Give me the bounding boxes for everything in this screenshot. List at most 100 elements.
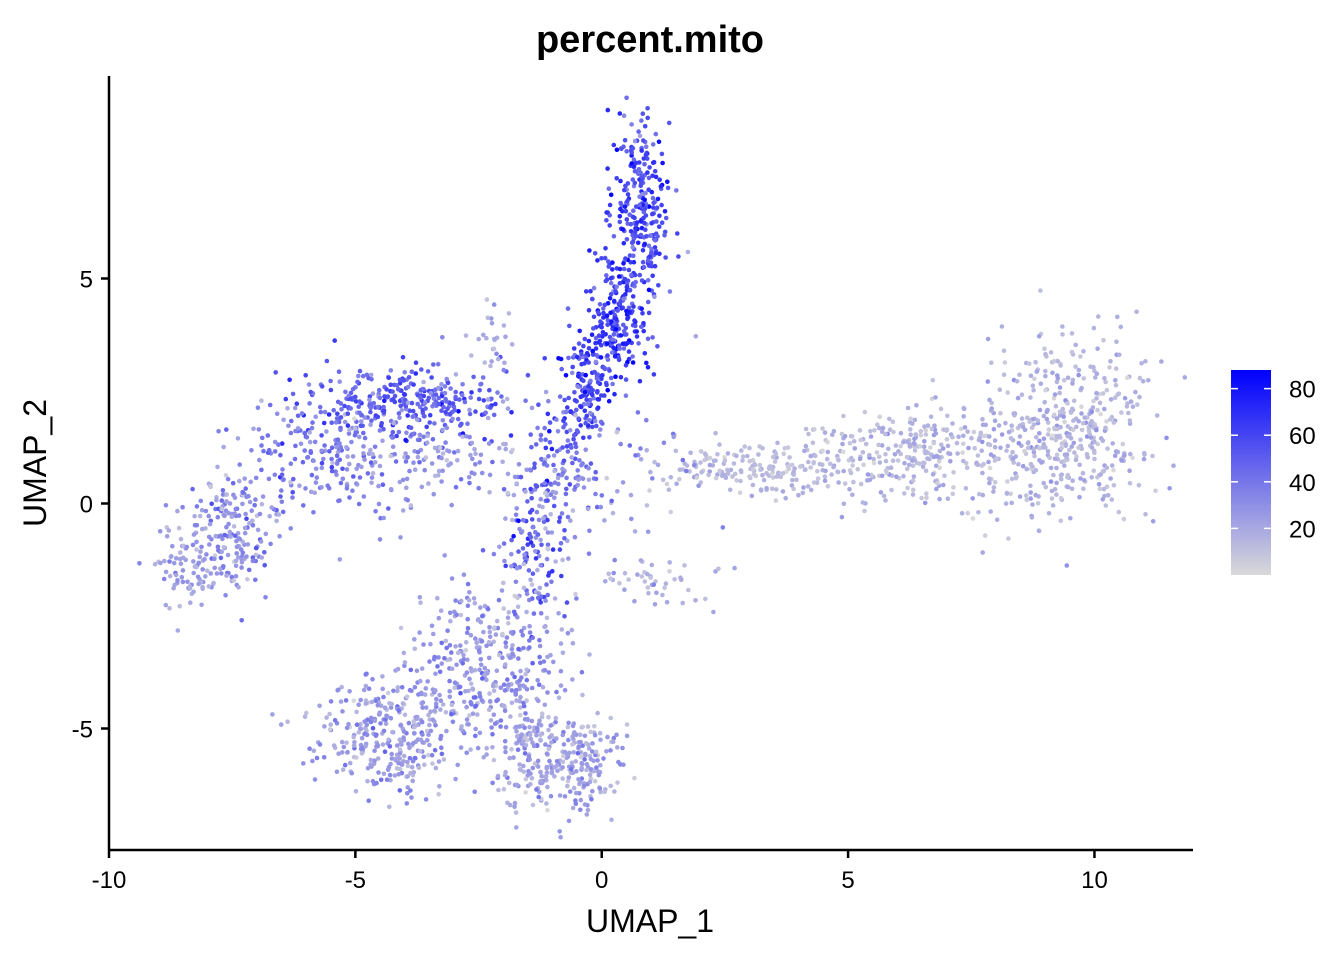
- scatter-point: [531, 611, 537, 616]
- scatter-point: [470, 711, 476, 716]
- scatter-point: [1130, 404, 1136, 410]
- scatter-point: [208, 484, 213, 489]
- scatter-point: [318, 409, 324, 415]
- scatter-point: [527, 732, 533, 738]
- scatter-point: [529, 776, 535, 781]
- scatter-point: [543, 773, 549, 779]
- scatter-point: [605, 322, 610, 328]
- scatter-point: [510, 447, 515, 453]
- scatter-point: [601, 315, 606, 320]
- scatter-point: [980, 439, 985, 445]
- scatter-point: [536, 682, 542, 687]
- scatter-point: [642, 220, 647, 226]
- scatter-point: [433, 688, 438, 693]
- scatter-point: [543, 389, 549, 395]
- scatter-point: [380, 686, 386, 692]
- scatter-point: [337, 557, 343, 562]
- scatter-point: [876, 454, 882, 460]
- scatter-point: [737, 490, 743, 496]
- scatter-point: [1043, 484, 1049, 490]
- scatter-point: [206, 513, 211, 519]
- scatter-point: [976, 510, 981, 515]
- scatter-point: [537, 718, 542, 723]
- scatter-point: [288, 461, 294, 467]
- scatter-point: [569, 370, 575, 376]
- scatter-point: [831, 428, 837, 434]
- scatter-point: [895, 458, 901, 463]
- scatter-point: [587, 397, 593, 403]
- scatter-point: [498, 685, 504, 690]
- scatter-point: [1026, 440, 1031, 445]
- scatter-point: [902, 460, 907, 466]
- scatter-point: [624, 149, 629, 154]
- scatter-point: [879, 473, 885, 479]
- scatter-point: [313, 414, 319, 420]
- scatter-point: [646, 310, 652, 316]
- scatter-point: [453, 372, 459, 377]
- scatter-point: [514, 565, 520, 571]
- scatter-point: [635, 410, 641, 415]
- scatter-point: [219, 506, 224, 512]
- scatter-point: [278, 494, 283, 499]
- scatter-point: [453, 389, 459, 395]
- scatter-point: [601, 306, 606, 311]
- scatter-point: [1050, 370, 1055, 376]
- scatter-point: [1070, 377, 1076, 383]
- scatter-point: [623, 393, 629, 399]
- scatter-point: [536, 794, 541, 800]
- scatter-point: [502, 558, 507, 564]
- scatter-point: [331, 407, 337, 413]
- scatter-point: [461, 657, 467, 662]
- scatter-point: [1058, 476, 1064, 482]
- scatter-point: [490, 732, 495, 737]
- scatter-point: [464, 717, 470, 722]
- scatter-point: [382, 394, 387, 399]
- scatter-point: [988, 452, 994, 457]
- scatter-point: [494, 668, 500, 673]
- scatter-point: [369, 480, 374, 486]
- scatter-point: [509, 517, 515, 523]
- scatter-point: [523, 672, 528, 677]
- scatter-point: [295, 413, 301, 419]
- scatter-point: [532, 761, 538, 766]
- scatter-point: [409, 764, 415, 770]
- scatter-point: [354, 722, 360, 727]
- scatter-point: [644, 156, 650, 161]
- scatter-point: [347, 427, 352, 433]
- scatter-point: [401, 729, 407, 734]
- scatter-point: [1059, 459, 1064, 465]
- scatter-point: [580, 393, 586, 399]
- scatter-point: [652, 168, 658, 174]
- scatter-point: [468, 681, 474, 686]
- scatter-point: [877, 460, 883, 465]
- scatter-point: [959, 511, 965, 516]
- scatter-point: [633, 226, 638, 231]
- scatter-point: [207, 542, 212, 547]
- scatter-point: [630, 177, 636, 182]
- scatter-point: [604, 341, 610, 346]
- scatter-point: [639, 118, 644, 123]
- scatter-point: [727, 487, 733, 493]
- scatter-point: [592, 251, 598, 256]
- scatter-point: [381, 408, 387, 413]
- scatter-point: [298, 441, 304, 447]
- scatter-point: [369, 475, 375, 480]
- scatter-point: [663, 255, 668, 260]
- scatter-point: [739, 469, 744, 475]
- scatter-point: [334, 769, 340, 775]
- scatter-point: [802, 467, 808, 473]
- scatter-point: [372, 460, 378, 465]
- scatter-point: [455, 650, 461, 656]
- scatter-point: [857, 428, 863, 433]
- scatter-point: [413, 360, 419, 366]
- scatter-point: [535, 758, 541, 764]
- scatter-point: [1091, 325, 1097, 331]
- scatter-point: [359, 419, 364, 424]
- scatter-point: [570, 364, 575, 370]
- scatter-point: [544, 801, 549, 806]
- scatter-point: [415, 454, 421, 460]
- scatter-point: [992, 480, 998, 485]
- scatter-point: [908, 432, 913, 438]
- scatter-point: [636, 167, 642, 172]
- scatter-point: [223, 593, 228, 598]
